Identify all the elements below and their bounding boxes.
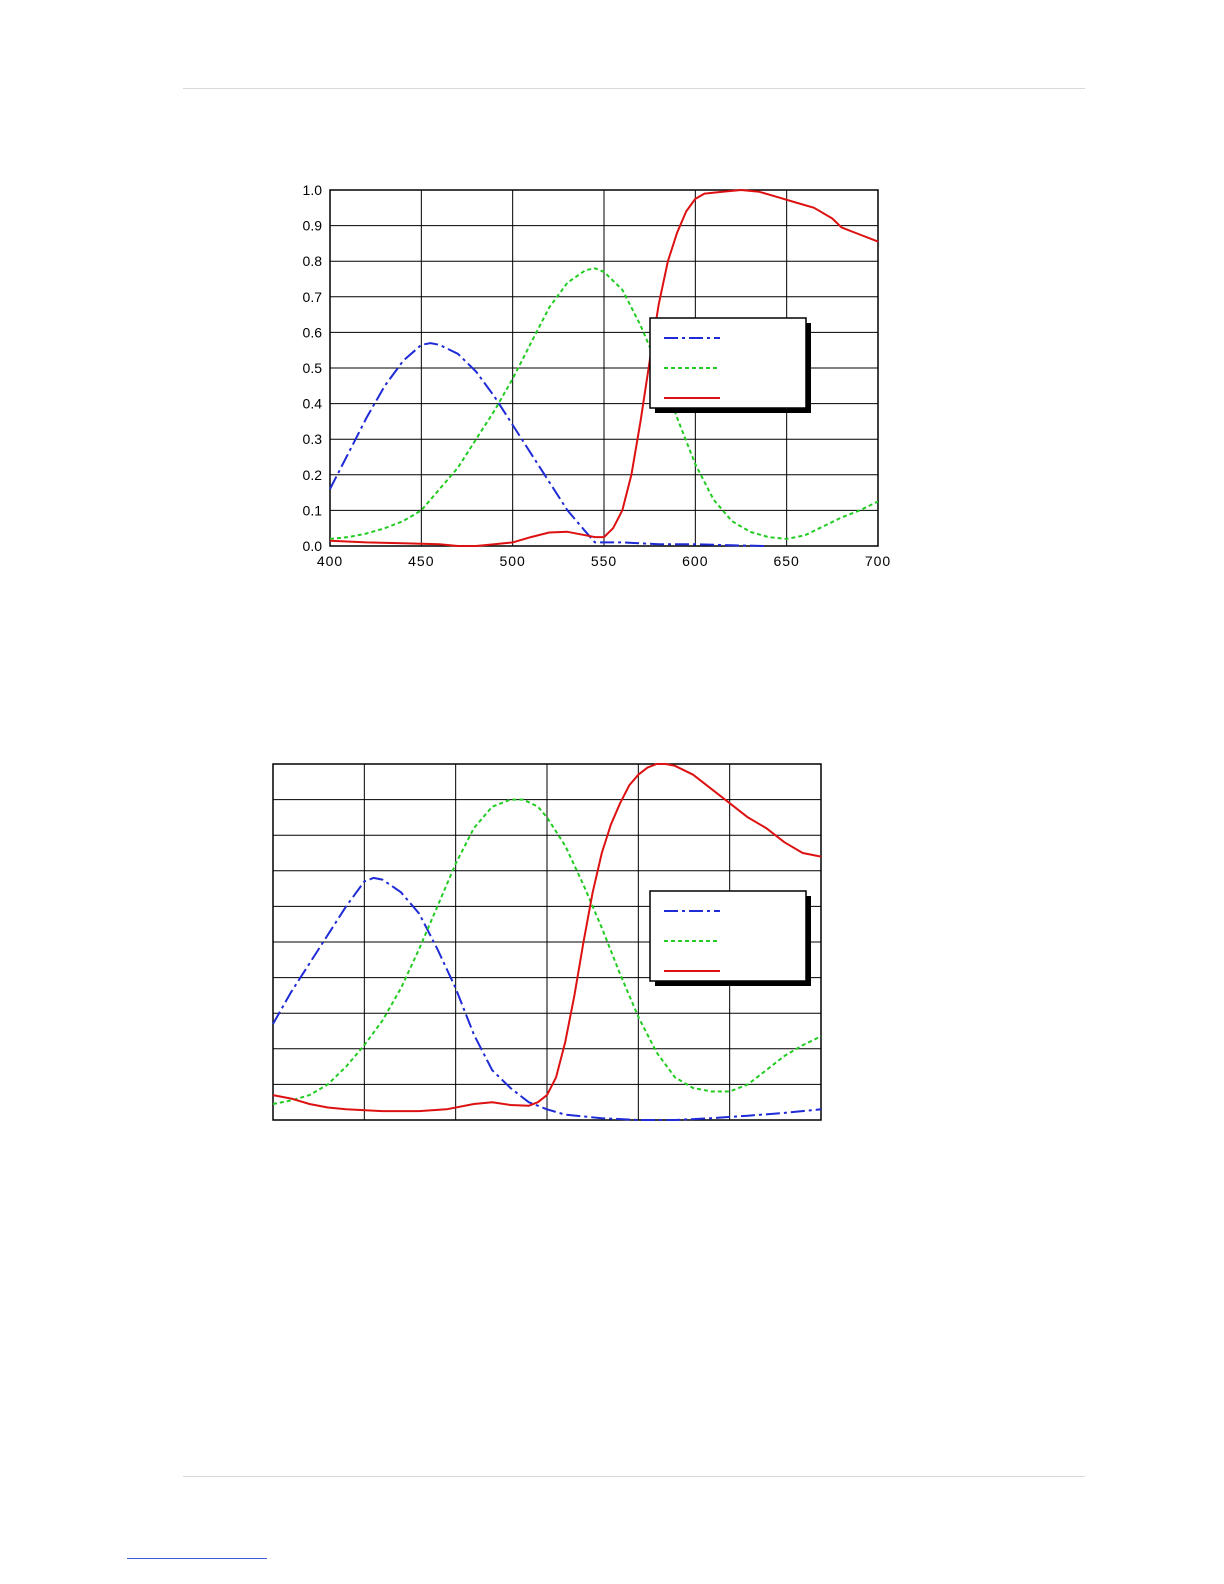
legend-box xyxy=(649,890,807,982)
plot-frame xyxy=(272,763,822,1121)
series-line-green xyxy=(329,267,879,540)
y-tick-label: 0.1 xyxy=(303,502,323,518)
y-tick-label: 0.3 xyxy=(303,431,323,447)
y-tick-label: 0.0 xyxy=(303,538,323,554)
header-rule xyxy=(183,88,1085,89)
y-tick-label: 0.5 xyxy=(303,360,323,376)
series-line-red xyxy=(329,189,879,547)
legend-box xyxy=(649,317,807,409)
spectral-chart-top: 0.0 0.1 0.2 0.3 0.4 0.5 0.6 0.7 0.8 0.9 1.0 400 450 5… xyxy=(303,182,891,569)
x-tick-label: 400 xyxy=(317,553,343,569)
series-line-blue xyxy=(329,342,765,547)
footer-rule xyxy=(183,1476,1085,1477)
footer-link-underline[interactable] xyxy=(127,1558,267,1559)
plot-frame xyxy=(329,189,879,547)
series-line-blue xyxy=(272,876,822,1121)
x-tick-label: 550 xyxy=(591,553,617,569)
y-tick-label: 0.4 xyxy=(303,396,323,412)
legend xyxy=(649,317,811,413)
x-tick-label: 500 xyxy=(499,553,525,569)
series-line-red xyxy=(272,763,822,1113)
x-tick-label: 700 xyxy=(865,553,891,569)
y-tick-label: 0.6 xyxy=(303,324,323,340)
x-tick-label: 650 xyxy=(773,553,799,569)
y-tick-label: 0.9 xyxy=(303,218,323,234)
y-tick-label: 1.0 xyxy=(303,182,323,198)
x-tick-label: 600 xyxy=(682,553,708,569)
x-tick-label: 450 xyxy=(408,553,434,569)
legend xyxy=(649,890,811,986)
spectral-chart-bottom xyxy=(272,763,822,1121)
y-tick-label: 0.7 xyxy=(303,289,323,305)
y-tick-label: 0.2 xyxy=(303,467,323,483)
series-line-green xyxy=(272,798,822,1105)
y-tick-label: 0.8 xyxy=(303,253,323,269)
